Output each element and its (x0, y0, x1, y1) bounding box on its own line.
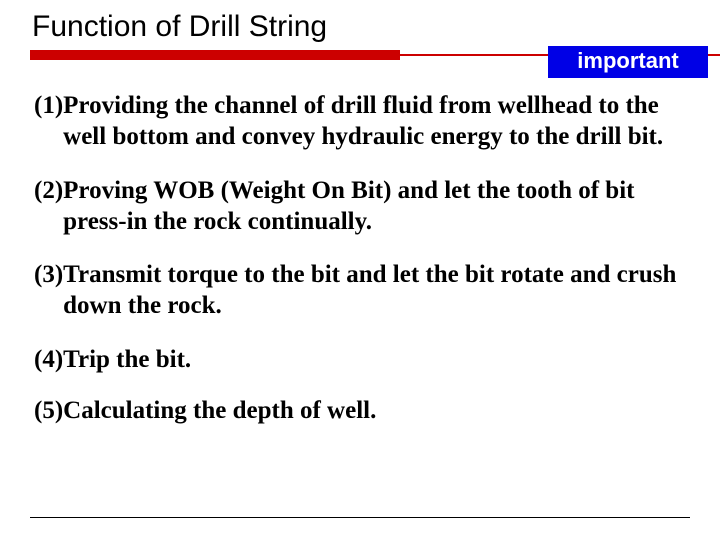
list-item: (4) Trip the bit. (34, 344, 686, 375)
list-item-number: (1) (34, 90, 63, 153)
list-item-text: Calculating the depth of well. (63, 395, 686, 426)
title-rule-thick (30, 50, 400, 60)
list-item-text: Proving WOB (Weight On Bit) and let the … (63, 175, 686, 238)
slide: Function of Drill String important (1) P… (0, 0, 720, 540)
list-item: (2) Proving WOB (Weight On Bit) and let … (34, 175, 686, 238)
list-item-number: (3) (34, 259, 63, 322)
body-list: (1) Providing the channel of drill fluid… (30, 72, 690, 426)
list-item: (5) Calculating the depth of well. (34, 395, 686, 426)
list-item: (3) Transmit torque to the bit and let t… (34, 259, 686, 322)
list-item-number: (2) (34, 175, 63, 238)
important-badge: important (548, 46, 708, 78)
page-title: Function of Drill String (30, 10, 690, 46)
list-item-text: Transmit torque to the bit and let the b… (63, 259, 686, 322)
list-item-text: Providing the channel of drill fluid fro… (63, 90, 686, 153)
list-item-number: (5) (34, 395, 63, 426)
list-item: (1) Providing the channel of drill fluid… (34, 90, 686, 153)
footer-rule (30, 517, 690, 518)
list-item-text: Trip the bit. (63, 344, 686, 375)
list-item-number: (4) (34, 344, 63, 375)
